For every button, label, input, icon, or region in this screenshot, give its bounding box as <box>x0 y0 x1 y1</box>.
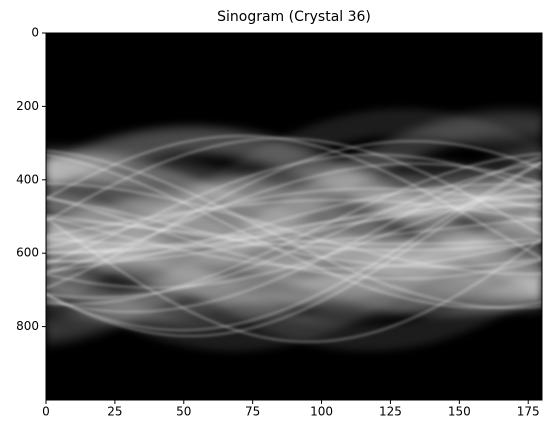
texture-line <box>46 217 542 248</box>
y-tick-label: 600 <box>16 246 39 260</box>
chart-title: Sinogram (Crystal 36) <box>217 9 371 25</box>
texture-line <box>46 194 542 263</box>
texture-line <box>46 161 542 299</box>
texture-line <box>46 197 542 269</box>
texture-line <box>46 194 542 263</box>
y-tick-label: 200 <box>16 99 39 113</box>
x-tick-label: 100 <box>310 405 333 419</box>
texture-line <box>46 161 542 338</box>
x-tick-label: 125 <box>379 405 402 419</box>
x-tick-label: 50 <box>176 405 191 419</box>
y-tick-label: 400 <box>16 172 39 186</box>
y-tick-label: 800 <box>16 319 39 333</box>
texture-line <box>46 217 542 344</box>
texture-line <box>46 155 542 314</box>
x-tick-label: 25 <box>107 405 122 419</box>
texture-line <box>46 153 542 309</box>
x-tick-label: 0 <box>42 405 50 419</box>
texture-line <box>46 181 542 289</box>
x-tick-label: 175 <box>517 405 540 419</box>
sinogram-image <box>46 107 542 352</box>
texture-line <box>46 153 542 266</box>
texture-line <box>46 137 542 237</box>
axes-frame <box>45 32 543 401</box>
texture-band <box>46 171 542 246</box>
texture-line <box>46 160 542 332</box>
y-tick-label: 0 <box>31 26 39 40</box>
x-tick-label: 75 <box>245 405 260 419</box>
x-tick-label: 150 <box>448 405 471 419</box>
texture-line <box>46 213 542 252</box>
texture-line <box>46 181 542 276</box>
texture-lines <box>46 134 542 344</box>
